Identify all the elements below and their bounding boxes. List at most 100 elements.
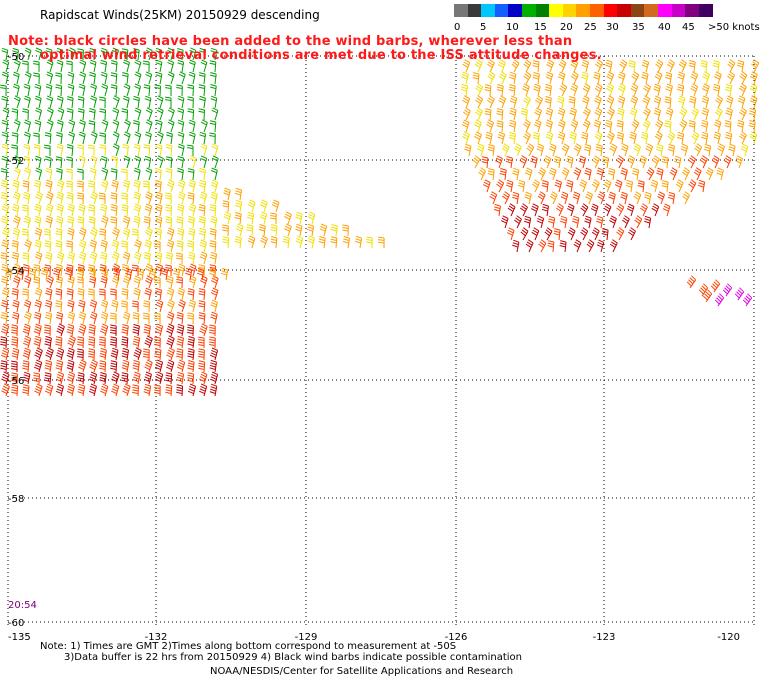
wind-barb: [89, 251, 98, 265]
wind-barb: [155, 47, 163, 61]
wind-barb: [698, 283, 709, 297]
wind-barb: [34, 311, 42, 325]
wind-barb: [177, 155, 185, 169]
wind-barb: [211, 107, 219, 121]
wind-barb: [0, 275, 9, 289]
wind-barb: [554, 179, 562, 193]
wind-barb: [209, 251, 218, 265]
wind-barb: [210, 275, 219, 289]
wind-barb: [13, 83, 20, 97]
wind-barb: [178, 71, 186, 85]
wind-barb: [545, 71, 554, 85]
wind-barb: [481, 156, 489, 169]
wind-barb: [145, 71, 153, 85]
wind-barb: [581, 59, 590, 73]
wind-barb: [149, 267, 157, 281]
wind-barb: [496, 84, 504, 97]
latitude-label: -60: [8, 618, 24, 629]
wind-barb: [57, 107, 65, 121]
wind-barb: [1, 71, 9, 85]
wind-barb: [188, 203, 197, 217]
wind-barb: [462, 131, 470, 145]
wind-barb: [628, 227, 636, 241]
wind-barb: [631, 167, 640, 181]
wind-barb: [198, 336, 205, 349]
wind-barb: [33, 144, 41, 157]
wind-barb: [210, 371, 219, 385]
wind-barb: [546, 59, 555, 73]
wind-barb: [132, 300, 139, 313]
wind-barb: [199, 191, 208, 205]
wind-barb: [461, 71, 469, 85]
wind-barb: [581, 131, 589, 145]
wind-barb: [165, 192, 172, 205]
wind-barb: [188, 119, 196, 133]
wind-barb: [143, 371, 152, 385]
wind-barb: [53, 267, 61, 281]
wind-barb: [210, 95, 218, 109]
wind-barb: [558, 119, 566, 133]
wind-barb: [100, 155, 108, 169]
wind-barb: [132, 371, 141, 385]
wind-barb: [307, 235, 315, 249]
wind-barb: [132, 384, 139, 397]
wind-barb: [284, 211, 292, 225]
wind-barb: [165, 84, 172, 97]
wind-barb: [99, 347, 107, 361]
wind-barb: [1, 155, 9, 169]
wind-barb: [56, 191, 64, 205]
longitude-label: -120: [717, 632, 740, 643]
wind-barb: [55, 276, 63, 289]
wind-barb: [0, 179, 8, 193]
wind-barb: [188, 299, 196, 313]
wind-barb: [282, 236, 290, 249]
wind-barb: [270, 236, 278, 249]
wind-barb: [605, 119, 613, 133]
wind-barb: [508, 119, 517, 133]
wind-barb: [484, 84, 492, 97]
wind-barb: [644, 215, 652, 229]
wind-barb: [145, 275, 153, 289]
wind-barb: [22, 288, 29, 301]
wind-barb: [66, 108, 74, 121]
wind-barb: [22, 228, 29, 241]
wind-barb: [580, 203, 589, 217]
wind-barb: [132, 335, 141, 349]
wind-barb: [462, 59, 471, 73]
wind-barb: [200, 119, 208, 133]
wind-barb: [56, 323, 65, 337]
wind-barb: [189, 47, 197, 61]
wind-barb: [664, 71, 673, 85]
wind-barb: [536, 215, 545, 229]
wind-barb: [209, 359, 217, 373]
wind-barb: [11, 384, 19, 397]
wind-barb: [167, 179, 175, 193]
wind-barb: [165, 168, 173, 181]
wind-barb: [121, 347, 129, 361]
wind-barb: [557, 71, 566, 85]
wind-barb: [198, 204, 206, 217]
wind-barb: [121, 108, 129, 121]
wind-barb: [221, 267, 229, 281]
wind-barb: [11, 108, 19, 121]
wind-barb: [88, 336, 96, 349]
wind-barb: [642, 119, 651, 133]
wind-barb: [603, 179, 612, 193]
wind-barb: [132, 228, 139, 240]
wind-barb: [33, 323, 42, 337]
wind-barb: [177, 203, 185, 217]
wind-barb: [593, 119, 601, 133]
wind-barb: [661, 156, 669, 169]
wind-barb: [330, 236, 338, 249]
wind-barb: [167, 299, 175, 313]
wind-barb: [544, 227, 553, 241]
wind-barb: [121, 168, 128, 181]
wind-barb: [165, 264, 172, 277]
wind-barb: [23, 215, 31, 229]
wind-barb: [100, 239, 108, 253]
wind-barb: [167, 47, 175, 61]
wind-barb: [661, 180, 669, 193]
wind-barb: [78, 131, 86, 145]
wind-barb: [727, 59, 736, 73]
wind-barb: [210, 311, 218, 325]
